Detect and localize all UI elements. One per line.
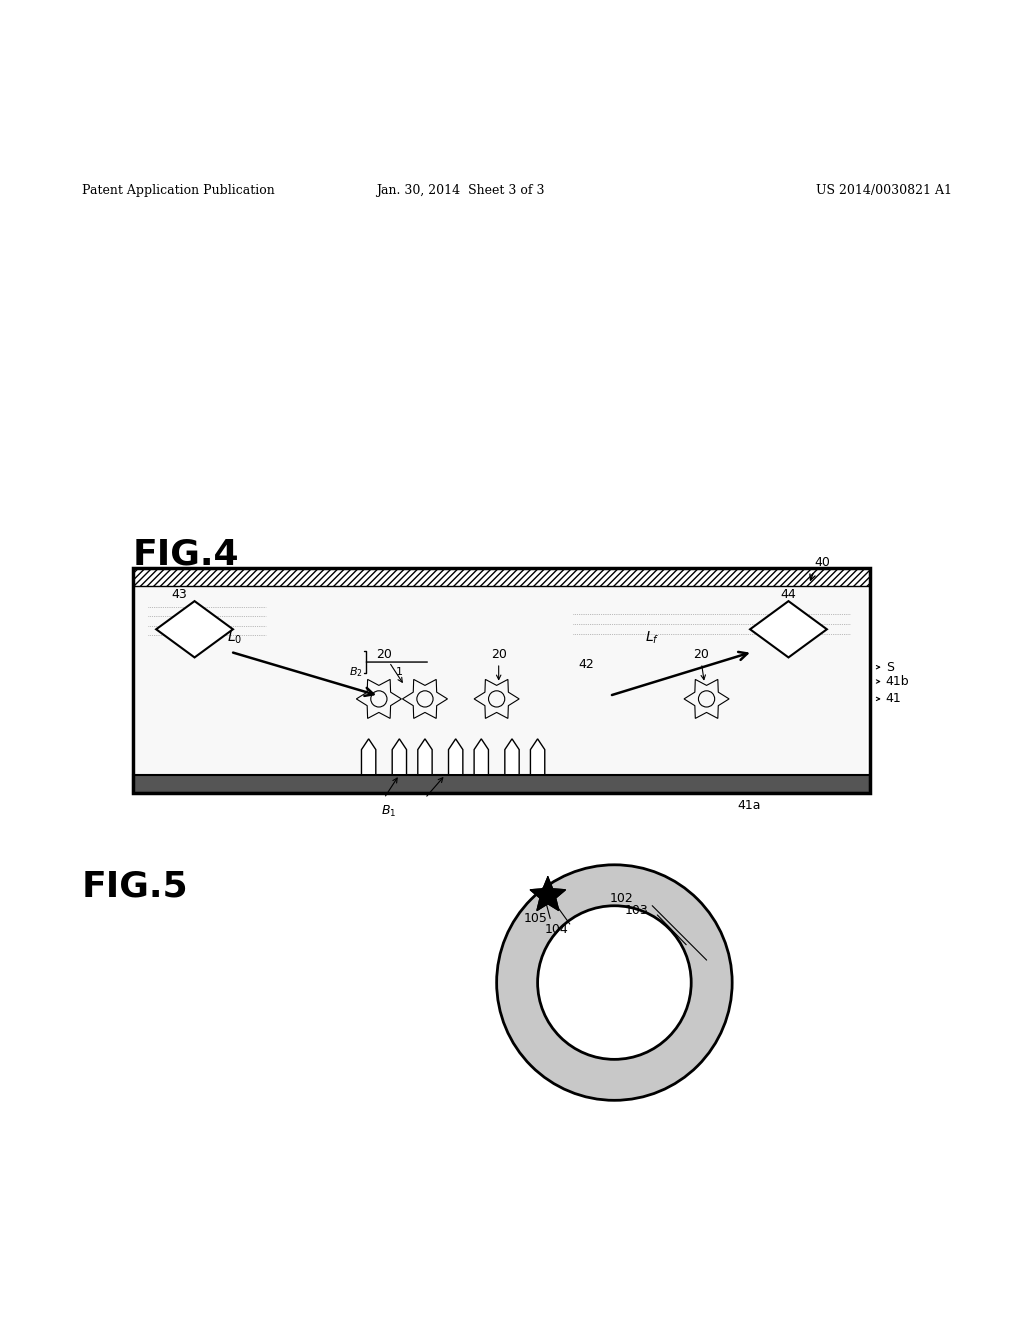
Text: Jan. 30, 2014  Sheet 3 of 3: Jan. 30, 2014 Sheet 3 of 3 <box>377 183 545 197</box>
Text: 40: 40 <box>814 556 830 569</box>
Text: 103: 103 <box>625 904 648 917</box>
Text: 41a: 41a <box>737 799 761 812</box>
Polygon shape <box>418 739 432 775</box>
Polygon shape <box>361 739 376 775</box>
Polygon shape <box>133 568 870 586</box>
Text: 105: 105 <box>524 912 548 924</box>
Text: 1: 1 <box>396 668 402 677</box>
Text: FIG.5: FIG.5 <box>82 870 188 904</box>
Text: 41b: 41b <box>886 675 909 688</box>
Text: 41: 41 <box>886 693 901 705</box>
Text: S: S <box>886 661 894 673</box>
Text: $B_1$: $B_1$ <box>382 804 396 820</box>
Text: 20: 20 <box>693 648 710 661</box>
Polygon shape <box>505 739 519 775</box>
Text: 104: 104 <box>545 923 568 936</box>
Text: 20: 20 <box>490 648 507 661</box>
Text: 43: 43 <box>171 587 187 601</box>
Polygon shape <box>156 601 233 657</box>
Polygon shape <box>474 739 488 775</box>
Text: 44: 44 <box>780 587 797 601</box>
Text: 102: 102 <box>609 892 633 906</box>
Text: US 2014/0030821 A1: US 2014/0030821 A1 <box>816 183 952 197</box>
Circle shape <box>497 865 732 1101</box>
Text: 42: 42 <box>579 657 594 671</box>
Polygon shape <box>133 775 870 793</box>
Polygon shape <box>136 586 867 775</box>
Polygon shape <box>750 601 827 657</box>
Text: $L_0$: $L_0$ <box>227 630 243 645</box>
Text: 20: 20 <box>376 648 392 661</box>
Polygon shape <box>530 739 545 775</box>
Polygon shape <box>530 876 565 911</box>
Text: Patent Application Publication: Patent Application Publication <box>82 183 274 197</box>
Polygon shape <box>449 739 463 775</box>
Text: $L_f$: $L_f$ <box>645 630 659 645</box>
Polygon shape <box>392 739 407 775</box>
Text: FIG.4: FIG.4 <box>133 537 240 572</box>
Circle shape <box>538 906 691 1060</box>
Text: $B_2$: $B_2$ <box>349 665 364 680</box>
